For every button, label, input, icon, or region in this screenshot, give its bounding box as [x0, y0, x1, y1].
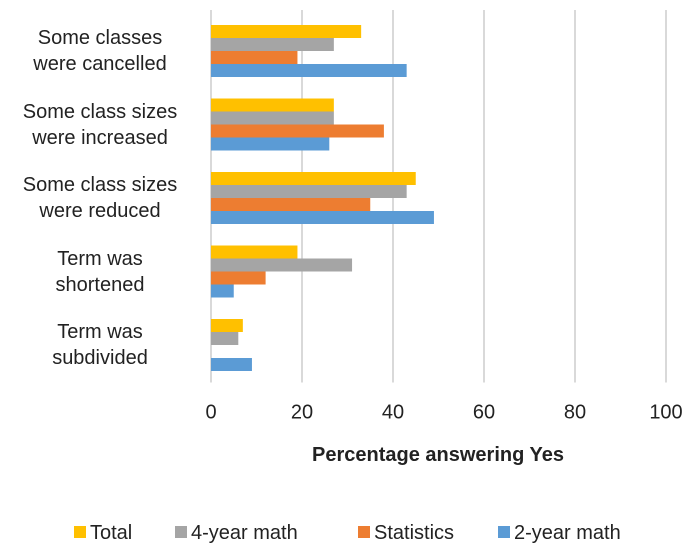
legend-swatch — [175, 526, 187, 538]
x-tick-label: 0 — [205, 402, 216, 424]
bar — [211, 38, 334, 51]
legend-label: 2-year math — [514, 522, 621, 544]
bar — [211, 319, 243, 332]
x-tick-label: 60 — [473, 402, 495, 424]
legend-label: Statistics — [374, 522, 454, 544]
legend-swatch — [74, 526, 86, 538]
bar — [211, 358, 252, 371]
y-tick-label: Some class sizes were reduced — [22, 174, 178, 222]
bar — [211, 271, 266, 285]
y-tick-label: Term was shortened — [55, 247, 145, 296]
bar — [211, 245, 298, 259]
y-tick-label: Some classes were cancelled — [33, 27, 167, 75]
x-tick-label: 100 — [649, 402, 682, 424]
x-tick-label: 40 — [382, 402, 404, 424]
bar — [211, 25, 362, 38]
x-tick-label: 80 — [564, 402, 586, 424]
bar — [211, 211, 434, 224]
legend-label: 4-year math — [191, 522, 298, 544]
bar — [211, 172, 416, 185]
bar — [211, 185, 407, 198]
y-tick-label: Term was subdivided — [52, 321, 148, 369]
legend-swatch — [358, 526, 370, 538]
legend-label: Total — [90, 522, 132, 544]
bar — [211, 111, 334, 125]
bar — [211, 258, 353, 272]
bar — [211, 198, 371, 211]
bar — [211, 124, 384, 138]
bar — [211, 64, 407, 77]
y-tick-label: Some class sizes were increased — [22, 100, 178, 149]
bar — [211, 98, 334, 112]
bar — [211, 137, 330, 151]
x-tick-label: 20 — [291, 402, 313, 424]
bar — [211, 284, 234, 298]
x-axis-label: Percentage answering Yes — [312, 444, 564, 466]
bar — [211, 332, 239, 345]
legend-swatch — [498, 526, 510, 538]
bar — [211, 51, 298, 64]
